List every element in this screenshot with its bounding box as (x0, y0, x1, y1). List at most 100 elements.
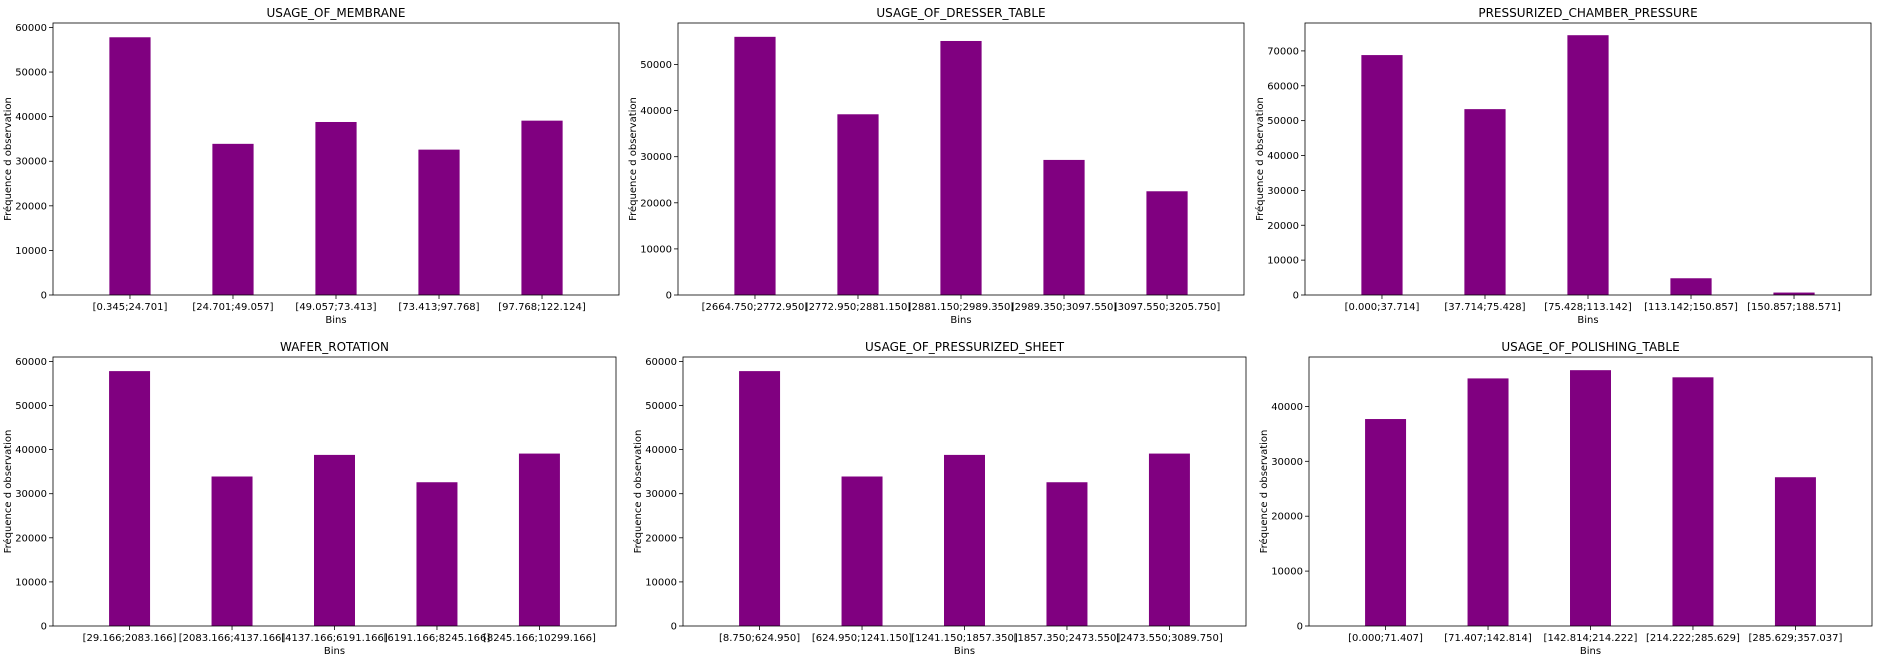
y-tick-label: 30000 (15, 489, 47, 500)
chart-panel: 0 10000 20000 30000 40000 50000 [2664.750;2772… (627, 6, 1244, 326)
bar (109, 371, 150, 626)
bar (521, 121, 562, 295)
y-tick-label: 10000 (640, 244, 672, 255)
chart-panel: 0 10000 20000 30000 40000 50000 60000 [0.345;24… (2, 6, 619, 326)
x-axis-label: Bins (1580, 646, 1601, 657)
bar (739, 371, 780, 626)
chart-title: USAGE_OF_DRESSER_TABLE (876, 6, 1045, 20)
y-axis-label: Fréquence d observation (1254, 97, 1266, 221)
y-tick-label: 20000 (1267, 221, 1299, 232)
y-tick-label: 50000 (645, 401, 677, 412)
y-axis-label: Fréquence d observation (1258, 430, 1270, 554)
y-tick-label: 10000 (1271, 567, 1303, 578)
x-tick-label: [113.142;150.857] (1644, 302, 1738, 313)
y-tick-label: 20000 (1271, 512, 1303, 523)
bar (1149, 454, 1190, 626)
x-tick-label: [97.768;122.124] (498, 302, 586, 313)
x-tick-label: [2989.350;3097.550] (1011, 302, 1118, 313)
x-tick-label: [142.814;214.222] (1544, 633, 1638, 644)
bar (1464, 109, 1505, 295)
x-tick-label: [37.714;75.428] (1444, 302, 1525, 313)
y-tick-label: 50000 (640, 60, 672, 71)
y-tick-label: 40000 (15, 112, 47, 123)
bar (1146, 191, 1187, 295)
y-tick-label: 0 (671, 622, 677, 633)
x-tick-label: [1857.350;2473.550] (1014, 633, 1121, 644)
y-tick-label: 50000 (1267, 116, 1299, 127)
bar (314, 455, 355, 626)
y-tick-label: 60000 (15, 357, 47, 368)
x-tick-label: [624.950;1241.150] (812, 633, 912, 644)
bar (315, 122, 356, 295)
chart-title: USAGE_OF_PRESSURIZED_SHEET (865, 340, 1065, 354)
y-axis-label: Fréquence d observation (627, 97, 639, 221)
y-tick-label: 40000 (645, 445, 677, 456)
x-tick-label: [73.413;97.768] (398, 302, 479, 313)
bar (1567, 35, 1608, 295)
bar (842, 477, 883, 626)
x-tick-label: [8245.166;10299.166] (483, 633, 596, 644)
x-tick-label: [0.345;24.701] (93, 302, 168, 313)
chart-title: PRESSURIZED_CHAMBER_PRESSURE (1478, 6, 1697, 20)
y-tick-label: 50000 (15, 401, 47, 412)
x-tick-label: [29.166;2083.166] (83, 633, 177, 644)
y-tick-label: 20000 (645, 533, 677, 544)
bar (109, 37, 150, 295)
y-tick-label: 30000 (15, 157, 47, 168)
bar (837, 114, 878, 295)
y-tick-label: 30000 (1271, 457, 1303, 468)
x-tick-label: [2664.750;2772.950] (702, 302, 809, 313)
chart-panel: 0 10000 20000 30000 40000 50000 60000 [8.750;62… (632, 340, 1246, 657)
x-tick-label: [2772.950;2881.150] (805, 302, 912, 313)
bar (212, 477, 253, 626)
y-tick-label: 60000 (1267, 81, 1299, 92)
bar (1046, 482, 1087, 626)
bar (1361, 55, 1402, 295)
y-tick-label: 10000 (15, 246, 47, 257)
y-tick-label: 10000 (1267, 256, 1299, 267)
y-axis-label: Fréquence d observation (2, 430, 14, 554)
y-tick-label: 70000 (1267, 46, 1299, 57)
x-tick-label: [150.857;188.571] (1747, 302, 1841, 313)
x-tick-label: [285.629;357.037] (1748, 633, 1842, 644)
bar (1775, 477, 1816, 626)
bar (940, 41, 981, 295)
x-tick-label: [24.701;49.057] (192, 302, 273, 313)
x-tick-label: [214.222;285.629] (1646, 633, 1740, 644)
y-tick-label: 40000 (15, 445, 47, 456)
y-tick-label: 0 (666, 291, 672, 302)
y-tick-label: 10000 (645, 577, 677, 588)
y-tick-label: 60000 (15, 23, 47, 34)
x-tick-label: [2881.150;2989.350] (908, 302, 1015, 313)
y-tick-label: 30000 (640, 152, 672, 163)
chart-panel: 0 10000 20000 30000 40000 50000 60000 [29.166;2… (2, 340, 616, 657)
y-tick-label: 60000 (645, 357, 677, 368)
x-axis-label: Bins (325, 315, 346, 326)
y-tick-label: 0 (41, 622, 47, 633)
x-tick-label: [6191.166;8245.166] (384, 633, 491, 644)
y-tick-label: 0 (1297, 622, 1303, 633)
x-axis-label: Bins (950, 315, 971, 326)
chart-title: USAGE_OF_MEMBRANE (267, 6, 406, 20)
x-tick-label: [2473.550;3089.750] (1116, 633, 1223, 644)
bar (418, 150, 459, 295)
x-tick-label: [0.000;71.407] (1348, 633, 1423, 644)
x-tick-label: [71.407;142.814] (1444, 633, 1532, 644)
y-axis-label: Fréquence d observation (632, 430, 644, 554)
bar (734, 37, 775, 295)
x-tick-label: [4137.166;6191.166] (281, 633, 388, 644)
y-tick-label: 40000 (640, 106, 672, 117)
y-tick-label: 0 (41, 291, 47, 302)
bar (1570, 370, 1611, 626)
chart-title: WAFER_ROTATION (280, 340, 389, 354)
chart-title: USAGE_OF_POLISHING_TABLE (1501, 340, 1679, 354)
y-tick-label: 50000 (15, 68, 47, 79)
bar (1468, 378, 1509, 626)
y-tick-label: 10000 (15, 577, 47, 588)
y-tick-label: 20000 (15, 201, 47, 212)
x-tick-label: [0.000;37.714] (1345, 302, 1420, 313)
x-axis-label: Bins (954, 646, 975, 657)
bar (1670, 278, 1711, 295)
x-axis-label: Bins (1577, 315, 1598, 326)
bar (1365, 419, 1406, 626)
